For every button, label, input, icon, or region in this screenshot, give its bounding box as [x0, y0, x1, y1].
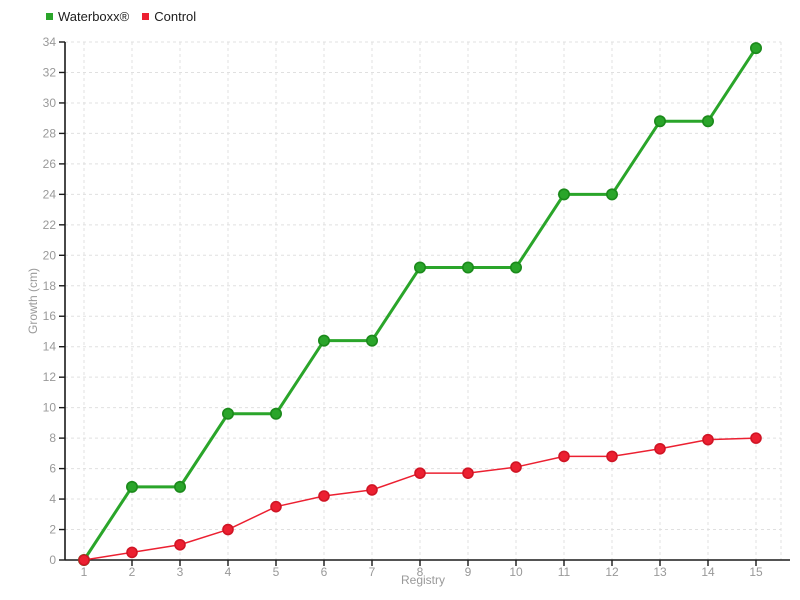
x-tick-label: 15 — [749, 565, 763, 579]
data-point-waterboxx[interactable] — [126, 480, 139, 493]
x-tick-label: 10 — [509, 565, 523, 579]
data-point-control[interactable] — [510, 461, 522, 473]
data-point-control[interactable] — [654, 442, 666, 455]
x-tick-label: 4 — [225, 565, 232, 579]
data-point-waterboxx[interactable] — [701, 115, 714, 128]
y-tick-label: 30 — [43, 96, 57, 110]
x-tick-label: 1 — [81, 565, 88, 579]
x-tick-label: 5 — [273, 565, 280, 579]
data-point-control[interactable] — [606, 450, 618, 463]
legend: Waterboxx® Control — [46, 9, 196, 24]
legend-item-control[interactable]: Control — [142, 9, 196, 24]
data-point-control[interactable] — [366, 484, 378, 496]
data-point-control[interactable] — [558, 450, 570, 463]
y-tick-label: 24 — [43, 187, 57, 201]
y-tick-label: 10 — [43, 401, 57, 415]
data-point-control[interactable] — [702, 433, 714, 446]
data-point-waterboxx[interactable] — [557, 188, 570, 201]
y-tick-label: 12 — [43, 370, 57, 384]
data-point-waterboxx[interactable] — [605, 188, 618, 201]
y-tick-label: 14 — [43, 340, 57, 354]
x-tick-label: 8 — [417, 565, 424, 579]
data-point-waterboxx[interactable] — [749, 42, 762, 55]
data-point-control[interactable] — [78, 554, 90, 566]
data-point-waterboxx[interactable] — [222, 407, 235, 420]
x-tick-label: 2 — [129, 565, 136, 579]
control-swatch-icon — [142, 13, 150, 20]
x-tick-label: 12 — [605, 565, 619, 579]
legend-label-control: Control — [154, 9, 197, 24]
data-point-control[interactable] — [414, 467, 426, 479]
data-point-control[interactable] — [222, 523, 234, 536]
y-tick-label: 16 — [43, 309, 57, 323]
legend-item-waterboxx[interactable]: Waterboxx® — [46, 9, 129, 24]
x-tick-label: 11 — [558, 565, 571, 579]
series-line-waterboxx — [82, 46, 758, 562]
x-tick-label: 9 — [465, 565, 472, 579]
x-tick-label: 13 — [653, 565, 667, 579]
data-point-waterboxx[interactable] — [509, 261, 522, 274]
y-tick-label: 22 — [43, 218, 57, 232]
waterboxx-swatch-icon — [46, 13, 53, 20]
legend-label-waterboxx: Waterboxx® — [58, 9, 130, 24]
x-tick-label: 6 — [321, 565, 328, 579]
y-tick-label: 32 — [43, 65, 57, 79]
data-point-control[interactable] — [318, 490, 330, 502]
y-tick-label: 6 — [49, 462, 56, 476]
data-point-control[interactable] — [270, 500, 282, 513]
y-tick-label: 2 — [49, 523, 56, 537]
y-tick-label: 4 — [49, 492, 56, 506]
y-axis-title: Growth (cm) — [26, 268, 40, 334]
y-tick-label: 20 — [43, 248, 57, 262]
data-point-waterboxx[interactable] — [317, 334, 330, 347]
y-tick-label: 18 — [43, 279, 57, 293]
data-point-waterboxx[interactable] — [365, 334, 378, 347]
data-point-waterboxx[interactable] — [174, 480, 187, 493]
data-point-waterboxx[interactable] — [269, 407, 282, 420]
y-tick-label: 28 — [43, 126, 57, 140]
x-tick-label: 3 — [177, 565, 184, 579]
data-point-waterboxx[interactable] — [461, 261, 474, 274]
y-tick-label: 26 — [43, 157, 57, 171]
data-point-control[interactable] — [126, 546, 138, 559]
data-point-waterboxx[interactable] — [653, 115, 666, 128]
y-tick-label: 34 — [43, 35, 57, 49]
data-point-control[interactable] — [174, 538, 186, 551]
x-tick-label: 7 — [369, 565, 376, 579]
data-point-control[interactable] — [750, 432, 762, 444]
x-tick-label: 14 — [701, 565, 715, 579]
y-tick-label: 8 — [49, 431, 56, 445]
data-point-waterboxx[interactable] — [413, 261, 426, 274]
data-point-control[interactable] — [462, 467, 474, 479]
x-axis-title: Registry — [401, 573, 445, 587]
y-tick-label: 0 — [49, 553, 56, 567]
